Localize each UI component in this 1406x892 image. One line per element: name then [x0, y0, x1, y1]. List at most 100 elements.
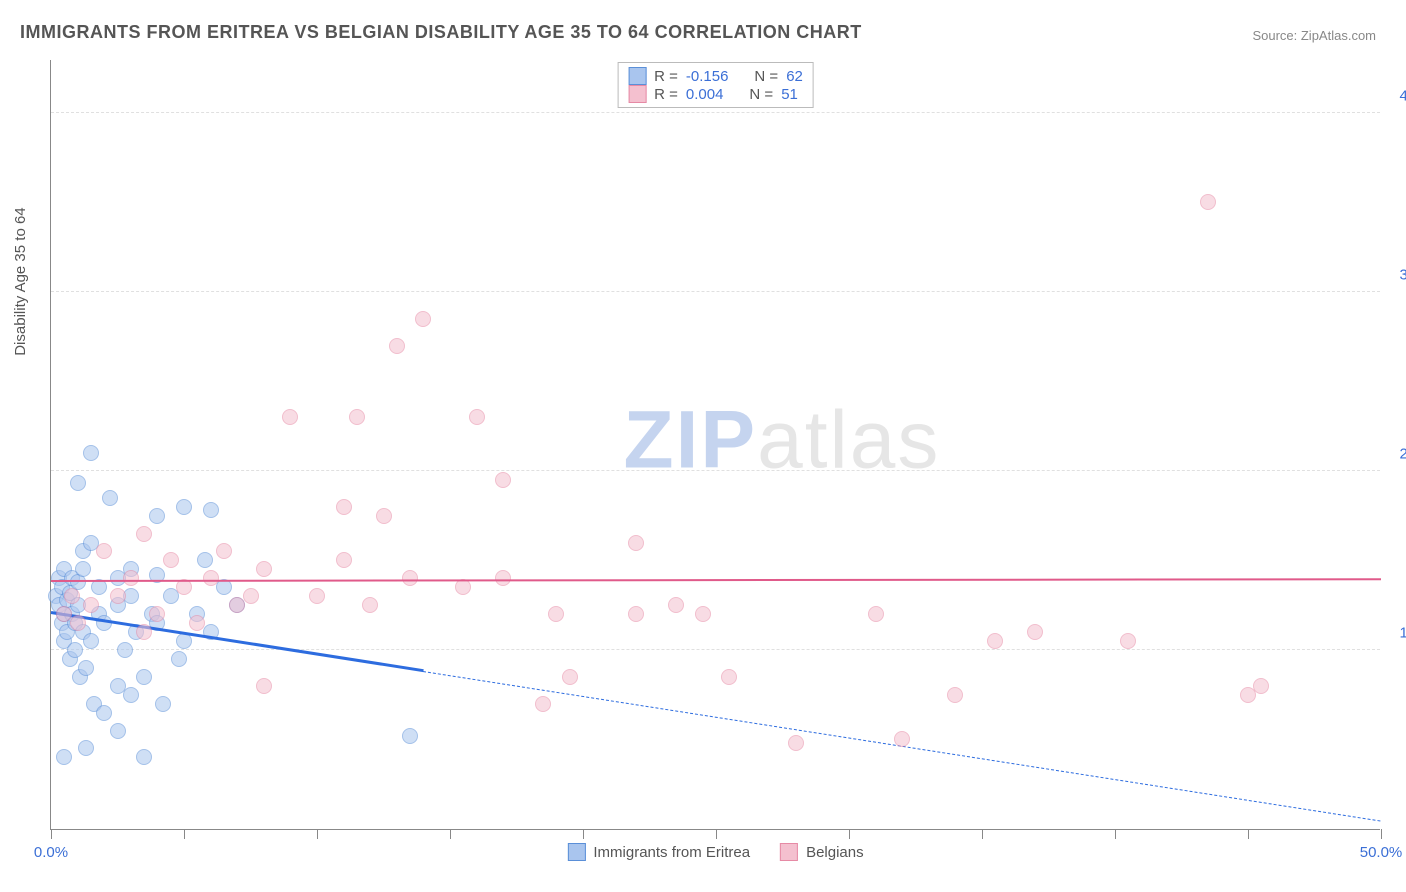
y-tick-label: 10.0%: [1387, 624, 1406, 641]
trend-line: [51, 611, 424, 672]
x-tick-label: 0.0%: [34, 844, 68, 861]
data-point: [64, 588, 80, 604]
data-point: [256, 678, 272, 694]
data-point: [243, 588, 259, 604]
x-tick: [317, 829, 318, 839]
data-point: [96, 543, 112, 559]
legend-item: Belgians: [780, 843, 864, 861]
data-point: [376, 508, 392, 524]
correlation-legend: R = -0.156 N = 62R = 0.004N = 51: [617, 62, 814, 108]
legend-row: R = -0.156 N = 62: [628, 67, 803, 85]
gridline: [51, 291, 1380, 292]
legend-swatch: [628, 85, 646, 103]
data-point: [628, 606, 644, 622]
data-point: [136, 749, 152, 765]
data-point: [171, 651, 187, 667]
data-point: [136, 526, 152, 542]
legend-label: Immigrants from Eritrea: [593, 844, 750, 861]
data-point: [123, 687, 139, 703]
x-tick: [1381, 829, 1382, 839]
legend-swatch: [780, 843, 798, 861]
data-point: [894, 731, 910, 747]
x-tick: [450, 829, 451, 839]
data-point: [721, 669, 737, 685]
r-value: 0.004: [686, 86, 724, 103]
legend-item: Immigrants from Eritrea: [567, 843, 750, 861]
data-point: [110, 723, 126, 739]
x-tick: [1248, 829, 1249, 839]
gridline: [51, 649, 1380, 650]
series-legend: Immigrants from Eritrea Belgians: [567, 843, 863, 861]
data-point: [78, 740, 94, 756]
data-point: [216, 543, 232, 559]
data-point: [110, 588, 126, 604]
data-point: [56, 749, 72, 765]
data-point: [469, 409, 485, 425]
x-tick: [982, 829, 983, 839]
data-point: [402, 728, 418, 744]
data-point: [548, 606, 564, 622]
data-point: [668, 597, 684, 613]
data-point: [176, 499, 192, 515]
chart-title: IMMIGRANTS FROM ERITREA VS BELGIAN DISAB…: [20, 22, 862, 43]
y-tick-label: 40.0%: [1387, 87, 1406, 104]
x-tick: [583, 829, 584, 839]
y-axis-label: Disability Age 35 to 64: [12, 207, 29, 355]
data-point: [83, 633, 99, 649]
watermark-light: atlas: [757, 394, 940, 485]
n-value: 51: [781, 86, 798, 103]
data-point: [1200, 194, 1216, 210]
watermark-bold: ZIP: [624, 394, 758, 485]
data-point: [495, 472, 511, 488]
r-value: -0.156: [686, 68, 729, 85]
source-label: Source: ZipAtlas.com: [1252, 28, 1376, 43]
data-point: [117, 642, 133, 658]
n-label: N =: [754, 68, 778, 85]
data-point: [495, 570, 511, 586]
data-point: [155, 696, 171, 712]
data-point: [1120, 633, 1136, 649]
legend-swatch: [567, 843, 585, 861]
x-tick: [51, 829, 52, 839]
data-point: [362, 597, 378, 613]
data-point: [282, 409, 298, 425]
scatter-plot: ZIPatlas R = -0.156 N = 62R = 0.004N = 51…: [50, 60, 1380, 830]
data-point: [535, 696, 551, 712]
gridline: [51, 470, 1380, 471]
n-value: 62: [786, 68, 803, 85]
r-label: R =: [654, 68, 678, 85]
data-point: [628, 535, 644, 551]
legend-row: R = 0.004N = 51: [628, 85, 803, 103]
y-tick-label: 30.0%: [1387, 266, 1406, 283]
data-point: [203, 502, 219, 518]
data-point: [102, 490, 118, 506]
data-point: [947, 687, 963, 703]
data-point: [402, 570, 418, 586]
trend-line: [51, 578, 1381, 582]
data-point: [695, 606, 711, 622]
data-point: [149, 508, 165, 524]
data-point: [309, 588, 325, 604]
x-tick: [184, 829, 185, 839]
data-point: [70, 475, 86, 491]
data-point: [149, 606, 165, 622]
y-tick-label: 20.0%: [1387, 445, 1406, 462]
data-point: [389, 338, 405, 354]
gridline: [51, 112, 1380, 113]
data-point: [1027, 624, 1043, 640]
data-point: [256, 561, 272, 577]
data-point: [203, 570, 219, 586]
data-point: [455, 579, 471, 595]
data-point: [96, 705, 112, 721]
data-point: [1253, 678, 1269, 694]
data-point: [868, 606, 884, 622]
x-tick: [716, 829, 717, 839]
data-point: [349, 409, 365, 425]
data-point: [163, 552, 179, 568]
data-point: [136, 669, 152, 685]
data-point: [336, 499, 352, 515]
data-point: [197, 552, 213, 568]
x-tick: [849, 829, 850, 839]
data-point: [336, 552, 352, 568]
data-point: [83, 597, 99, 613]
